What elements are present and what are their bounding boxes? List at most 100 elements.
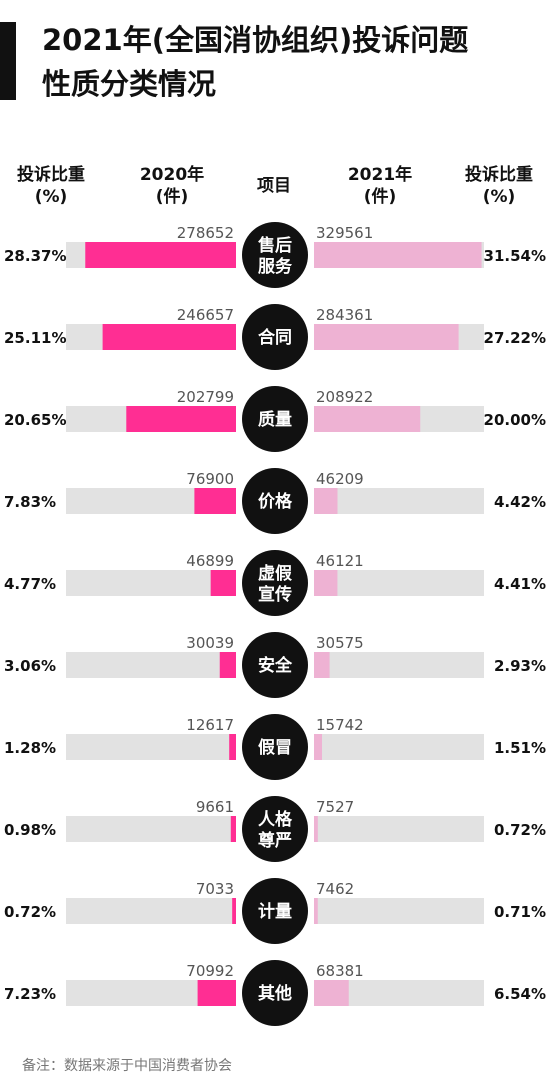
track-2021: [314, 898, 484, 924]
category-label: 合同: [258, 327, 292, 348]
count-label-2020: 46899: [186, 552, 234, 570]
share-label-2021: 4.41%: [494, 575, 546, 593]
bar-2021: [314, 816, 318, 842]
bar-2020: [102, 324, 237, 350]
bar-2021: [314, 242, 482, 268]
source-note: 备注：数据来源于中国消费者协会: [22, 1058, 232, 1074]
count-label-2021: 46121: [316, 552, 364, 570]
category-label: 虚假: [258, 563, 292, 584]
share-label-2021: 4.42%: [494, 493, 546, 511]
bar-2021: [314, 488, 338, 514]
bar-2020: [85, 242, 236, 268]
share-label-2020: 1.28%: [4, 739, 56, 757]
category-label: 尊严: [258, 830, 292, 851]
share-label-2020: 25.11%: [4, 329, 66, 347]
header-item: 项目: [257, 176, 291, 196]
count-label-2021: 284361: [316, 306, 373, 324]
bar-2020: [229, 734, 236, 760]
category-label: 宣传: [258, 584, 292, 605]
bar-2020: [197, 980, 236, 1006]
count-label-2020: 246657: [177, 306, 234, 324]
category-badge: [242, 878, 308, 944]
share-label-2021: 1.51%: [494, 739, 546, 757]
category-badge: [242, 468, 308, 534]
header-share-2021: 投诉比重 (%): [465, 165, 533, 207]
header-year-2021: 2021年 (件): [347, 165, 413, 207]
share-label-2021: 6.54%: [494, 985, 546, 1003]
category-badge: [242, 796, 308, 862]
category-label: 假冒: [258, 737, 292, 758]
count-label-2020: 9661: [196, 798, 234, 816]
count-label-2020: 7033: [196, 880, 234, 898]
category-label: 其他: [258, 983, 292, 1004]
count-label-2021: 30575: [316, 634, 364, 652]
count-label-2020: 30039: [186, 634, 234, 652]
track-2020: [66, 570, 236, 596]
track-2020: [66, 652, 236, 678]
bar-2020: [230, 816, 236, 842]
bar-2021: [314, 324, 459, 350]
track-2020: [66, 898, 236, 924]
share-label-2020: 0.98%: [4, 821, 56, 839]
header-share-2020: 投诉比重 (%): [17, 165, 85, 207]
bar-2021: [314, 652, 330, 678]
bar-2021: [314, 406, 421, 432]
bar-2020: [126, 406, 236, 432]
share-label-2020: 0.72%: [4, 903, 56, 921]
bar-2021: [314, 734, 323, 760]
count-label-2021: 208922: [316, 388, 373, 406]
title-accent-bar: [0, 22, 16, 100]
header-year-2020: 2020年 (件): [139, 165, 205, 207]
title-line-1: 2021年(全国消协组织)投诉问题: [42, 23, 469, 57]
share-label-2020: 28.37%: [4, 247, 66, 265]
page-title: 2021年(全国消协组织)投诉问题 性质分类情况: [42, 18, 468, 106]
bar-2020: [219, 652, 236, 678]
track-2021: [314, 816, 484, 842]
share-label-2021: 31.54%: [484, 247, 546, 265]
title-line-2: 性质分类情况: [42, 67, 217, 101]
share-label-2020: 20.65%: [4, 411, 66, 429]
count-label-2021: 15742: [316, 716, 364, 734]
category-badge: [242, 386, 308, 452]
category-badge: [242, 550, 308, 616]
count-label-2021: 68381: [316, 962, 364, 980]
track-2021: [314, 488, 484, 514]
category-label: 安全: [258, 655, 293, 676]
bar-2021: [314, 980, 349, 1006]
track-2021: [314, 652, 484, 678]
count-label-2021: 7527: [316, 798, 354, 816]
category-label: 计量: [258, 901, 292, 922]
share-label-2021: 0.71%: [494, 903, 546, 921]
count-label-2021: 7462: [316, 880, 354, 898]
count-label-2020: 70992: [186, 962, 234, 980]
category-label: 售后: [258, 235, 292, 256]
share-label-2021: 20.00%: [484, 411, 546, 429]
bar-2021: [314, 898, 318, 924]
share-label-2020: 7.83%: [4, 493, 56, 511]
bar-2020: [194, 488, 236, 514]
share-label-2021: 27.22%: [484, 329, 546, 347]
track-2021: [314, 734, 484, 760]
category-label: 质量: [258, 409, 292, 430]
share-label-2020: 4.77%: [4, 575, 56, 593]
share-label-2021: 2.93%: [494, 657, 546, 675]
category-badge: [242, 632, 308, 698]
category-badge: [242, 222, 308, 288]
category-badge: [242, 960, 308, 1026]
count-label-2020: 12617: [186, 716, 234, 734]
count-label-2021: 329561: [316, 224, 373, 242]
bar-2020: [232, 898, 236, 924]
share-label-2020: 7.23%: [4, 985, 56, 1003]
count-label-2020: 278652: [177, 224, 234, 242]
category-badge: [242, 714, 308, 780]
count-label-2020: 202799: [177, 388, 234, 406]
count-label-2020: 76900: [186, 470, 234, 488]
count-label-2021: 46209: [316, 470, 364, 488]
bar-2020: [210, 570, 236, 596]
category-label: 价格: [258, 491, 293, 512]
bar-2021: [314, 570, 338, 596]
track-2020: [66, 734, 236, 760]
category-badge: [242, 304, 308, 370]
category-label: 服务: [258, 256, 293, 277]
